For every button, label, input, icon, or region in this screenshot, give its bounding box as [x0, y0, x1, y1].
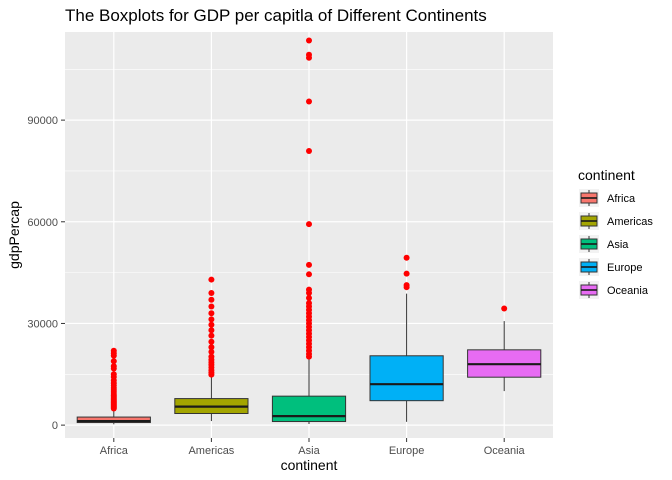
x-axis-title: continent [281, 457, 338, 473]
legend: continent Africa Americas Asia Europe Oceani… [578, 167, 653, 299]
outlier-point [110, 347, 117, 354]
x-tick-label: Oceania [484, 445, 526, 457]
outlier-point [208, 303, 215, 310]
y-tick-label: 0 [52, 420, 58, 432]
y-axis-title: gdpPercap [6, 201, 22, 269]
outlier-point [306, 51, 312, 58]
legend-item-europe: Europe [579, 258, 642, 276]
outlier-point [403, 254, 410, 261]
outlier-point [208, 310, 215, 317]
iqr-box [271, 395, 347, 423]
legend-title: continent [578, 167, 635, 183]
legend-item-oceania: Oceania [579, 281, 649, 299]
outlier-point [306, 286, 312, 293]
outlier-point [306, 147, 312, 154]
outlier-point [208, 344, 215, 351]
outlier-point [306, 37, 312, 44]
outlier-point [501, 305, 508, 312]
outlier-point [208, 289, 215, 296]
legend-label: Asia [607, 239, 629, 251]
y-tick-label: 90000 [27, 115, 58, 127]
box-asia [271, 37, 347, 425]
legend-label: Americas [607, 216, 653, 228]
legend-item-africa: Africa [579, 189, 636, 207]
outlier-point [208, 353, 215, 360]
y-axis: 0 30000 60000 90000 [27, 115, 65, 432]
legend-label: Oceania [607, 285, 649, 297]
legend-label: Europe [607, 262, 642, 274]
x-axis: Africa Americas Asia Europe Oceania [100, 438, 526, 457]
outlier-point [208, 316, 215, 323]
outlier-point [306, 271, 312, 278]
outlier-point [110, 371, 117, 378]
box-americas [174, 276, 249, 422]
y-tick-label: 60000 [27, 217, 58, 229]
x-tick-label: Africa [100, 445, 129, 457]
outlier-point [110, 358, 117, 365]
outlier-point [306, 221, 312, 228]
box-europe [369, 254, 444, 422]
iqr-box [76, 416, 151, 424]
chart-title: The Boxplots for GDP per capitla of Diff… [65, 6, 487, 25]
outlier-point [403, 270, 410, 277]
x-tick-label: Americas [188, 445, 234, 457]
outlier-point [403, 282, 410, 289]
legend-item-americas: Americas [579, 212, 653, 230]
outlier-point [208, 332, 215, 339]
iqr-box [369, 355, 444, 402]
x-tick-label: Asia [298, 445, 320, 457]
outlier-point [208, 338, 215, 345]
outlier-point [306, 295, 312, 302]
legend-label: Africa [607, 193, 636, 205]
outlier-point [208, 327, 215, 334]
outlier-point [208, 276, 215, 283]
outlier-point [306, 261, 312, 268]
outlier-point [208, 296, 215, 303]
legend-item-asia: Asia [579, 235, 629, 253]
box-oceania [467, 305, 542, 392]
outlier-point [306, 300, 312, 307]
box-group [76, 37, 542, 425]
y-tick-label: 30000 [27, 318, 58, 330]
outlier-point [208, 321, 215, 328]
box-africa [76, 347, 151, 425]
outlier-point [110, 363, 117, 370]
outlier-point [306, 98, 312, 105]
x-tick-label: Europe [389, 445, 424, 457]
outlier-point [208, 348, 215, 355]
